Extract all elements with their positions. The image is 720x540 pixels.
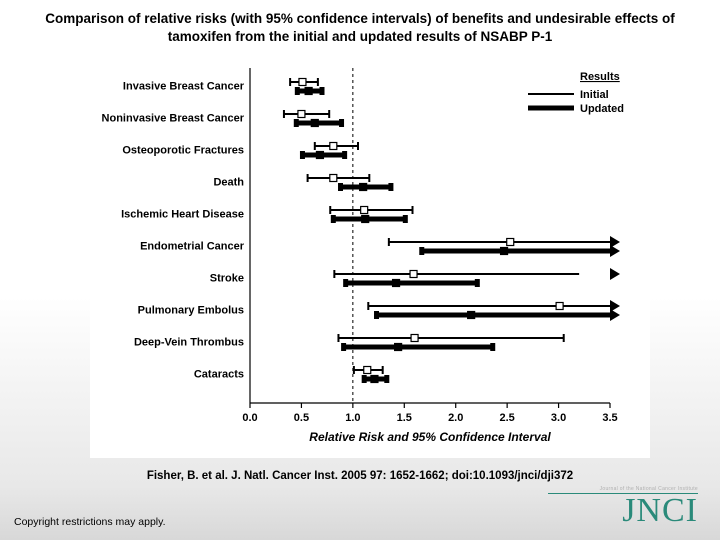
svg-text:1.5: 1.5	[397, 412, 412, 424]
svg-text:Pulmonary Embolus: Pulmonary Embolus	[138, 305, 244, 317]
svg-text:Osteoporotic Fractures: Osteoporotic Fractures	[122, 145, 244, 157]
page-title: Comparison of relative risks (with 95% c…	[0, 0, 720, 48]
forest-plot-svg: 0.0 0.5 1.0 1.5 2.0 2.5 3.0 3.5 Relative Risk an…	[90, 58, 650, 458]
svg-text:0.0: 0.0	[242, 412, 257, 424]
svg-text:Deep-Vein Thrombus: Deep-Vein Thrombus	[134, 337, 244, 349]
svg-text:Relative Risk and 95% Confiden: Relative Risk and 95% Confidence Interva…	[309, 430, 551, 444]
svg-text:Invasive Breast Cancer: Invasive Breast Cancer	[123, 81, 245, 93]
svg-text:Ischemic Heart Disease: Ischemic Heart Disease	[121, 209, 244, 221]
svg-text:2.5: 2.5	[499, 412, 514, 424]
copyright-text: Copyright restrictions may apply.	[14, 516, 166, 528]
svg-text:Noninvasive Breast Cancer: Noninvasive Breast Cancer	[102, 113, 245, 125]
svg-text:0.5: 0.5	[294, 412, 309, 424]
svg-text:Updated: Updated	[580, 103, 624, 115]
svg-text:Results: Results	[580, 71, 620, 83]
jnci-logo: JNCI	[622, 492, 698, 530]
svg-text:Cataracts: Cataracts	[194, 369, 244, 381]
forest-plot: 0.0 0.5 1.0 1.5 2.0 2.5 3.0 3.5 Relative Risk an…	[90, 58, 650, 458]
svg-text:3.5: 3.5	[602, 412, 617, 424]
svg-text:Initial: Initial	[580, 89, 609, 101]
citation-text: Fisher, B. et al. J. Natl. Cancer Inst. …	[0, 470, 720, 482]
svg-text:3.0: 3.0	[551, 412, 566, 424]
svg-text:1.0: 1.0	[345, 412, 360, 424]
svg-text:Death: Death	[213, 177, 244, 189]
svg-text:2.0: 2.0	[448, 412, 463, 424]
svg-text:Endometrial Cancer: Endometrial Cancer	[140, 241, 245, 253]
svg-text:Stroke: Stroke	[210, 273, 244, 285]
